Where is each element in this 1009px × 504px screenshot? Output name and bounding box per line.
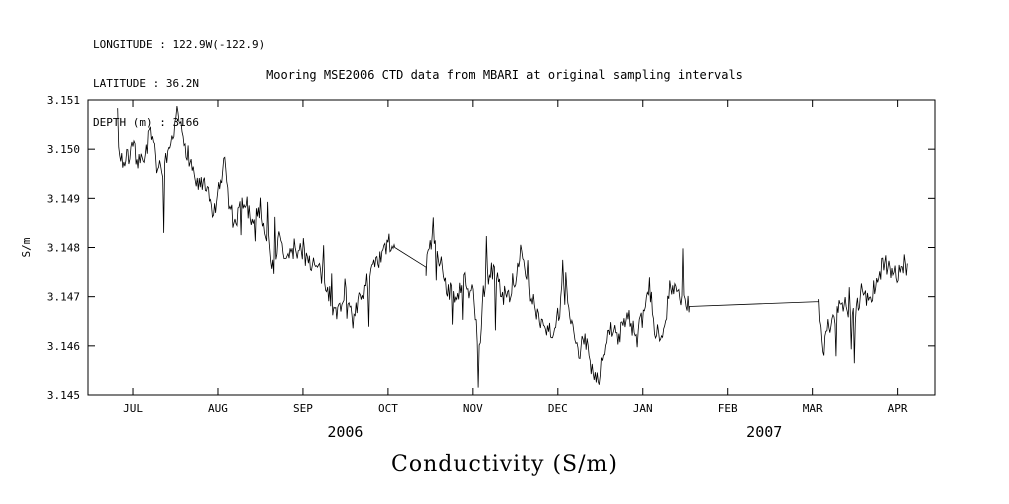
x-tick-label: MAR [803,402,823,415]
x-axis-title: Conductivity (S/m) [391,452,618,477]
x-tick-label: FEB [718,402,738,415]
y-tick-label: 3.151 [47,94,80,107]
x-tick-label: APR [888,402,908,415]
x-tick-label: JAN [633,402,653,415]
plot-title: Mooring MSE2006 CTD data from MBARI at o… [266,68,743,82]
y-tick-label: 3.145 [47,389,80,402]
latitude-label: LATITUDE : 36.2N [93,77,199,90]
x-tick-label: DEC [548,402,568,415]
station-metadata: LONGITUDE : 122.9W(-122.9) LATITUDE : 36… [93,12,265,142]
y-axis-title: S/m [20,237,33,257]
x-tick-label: NOV [463,402,483,415]
plot-frame [87,99,936,396]
x-tick-label: OCT [378,402,398,415]
y-tick-label: 3.150 [47,143,80,156]
year-label: 2006 [327,423,363,441]
x-tick-label: JUL [123,402,143,415]
longitude-label: LONGITUDE : 122.9W(-122.9) [93,38,266,51]
y-tick-label: 3.147 [47,291,80,304]
y-tick-label: 3.148 [47,242,80,255]
y-tick-label: 3.149 [47,192,80,205]
x-tick-label: SEP [293,402,313,415]
x-tick-label: AUG [208,402,228,415]
conductivity-line [117,106,908,388]
year-label: 2007 [746,423,782,441]
y-tick-label: 3.146 [47,340,80,353]
